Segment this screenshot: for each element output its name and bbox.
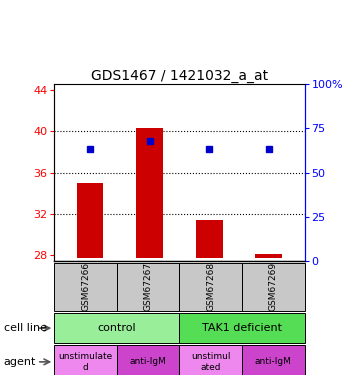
Bar	[77, 183, 103, 258]
Text: GSM67269: GSM67269	[269, 262, 278, 311]
Bar	[242, 345, 304, 375]
Text: unstimul
ated: unstimul ated	[191, 352, 230, 372]
Bar	[54, 313, 179, 343]
Text: GSM67268: GSM67268	[206, 262, 215, 311]
Bar	[179, 313, 304, 343]
Bar	[117, 345, 179, 375]
Bar	[179, 262, 242, 311]
Text: TAK1 deficient: TAK1 deficient	[202, 323, 282, 333]
Text: cell line: cell line	[4, 323, 47, 333]
Bar	[136, 128, 163, 258]
Bar	[54, 262, 117, 311]
Text: anti-IgM: anti-IgM	[255, 357, 292, 366]
Bar	[256, 254, 282, 258]
Text: unstimulate
d: unstimulate d	[58, 352, 113, 372]
Bar	[117, 262, 179, 311]
Text: GSM67266: GSM67266	[81, 262, 90, 311]
Title: GDS1467 / 1421032_a_at: GDS1467 / 1421032_a_at	[91, 69, 268, 83]
Text: agent: agent	[4, 357, 36, 367]
Text: anti-IgM: anti-IgM	[130, 357, 167, 366]
Bar	[179, 345, 242, 375]
Text: control: control	[98, 323, 136, 333]
Bar	[196, 220, 223, 258]
Text: GSM67267: GSM67267	[144, 262, 153, 311]
Bar	[54, 345, 117, 375]
Bar	[242, 262, 304, 311]
